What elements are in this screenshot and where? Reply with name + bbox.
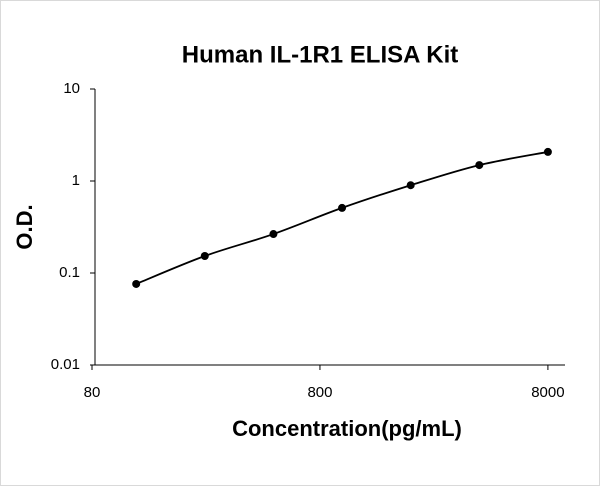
data-point <box>200 252 209 261</box>
y-tick-label: 0.01 <box>51 356 80 373</box>
y-tick-label: 10 <box>63 80 80 97</box>
data-point <box>406 181 415 190</box>
x-tick-label: 800 <box>307 384 332 401</box>
x-axis-label: Concentration(pg/mL) <box>232 416 462 441</box>
data-point <box>543 147 552 156</box>
data-point <box>475 161 484 170</box>
data-point <box>269 230 278 239</box>
chart-title: Human IL-1R1 ELISA Kit <box>182 41 458 68</box>
x-tick-label: 80 <box>84 384 101 401</box>
data-point <box>132 279 141 288</box>
y-tick-label: 0.1 <box>59 264 80 281</box>
data-point <box>338 203 347 212</box>
y-axis-label: O.D. <box>12 204 37 249</box>
y-tick-label: 1 <box>72 172 80 189</box>
x-tick-label: 8000 <box>531 384 564 401</box>
